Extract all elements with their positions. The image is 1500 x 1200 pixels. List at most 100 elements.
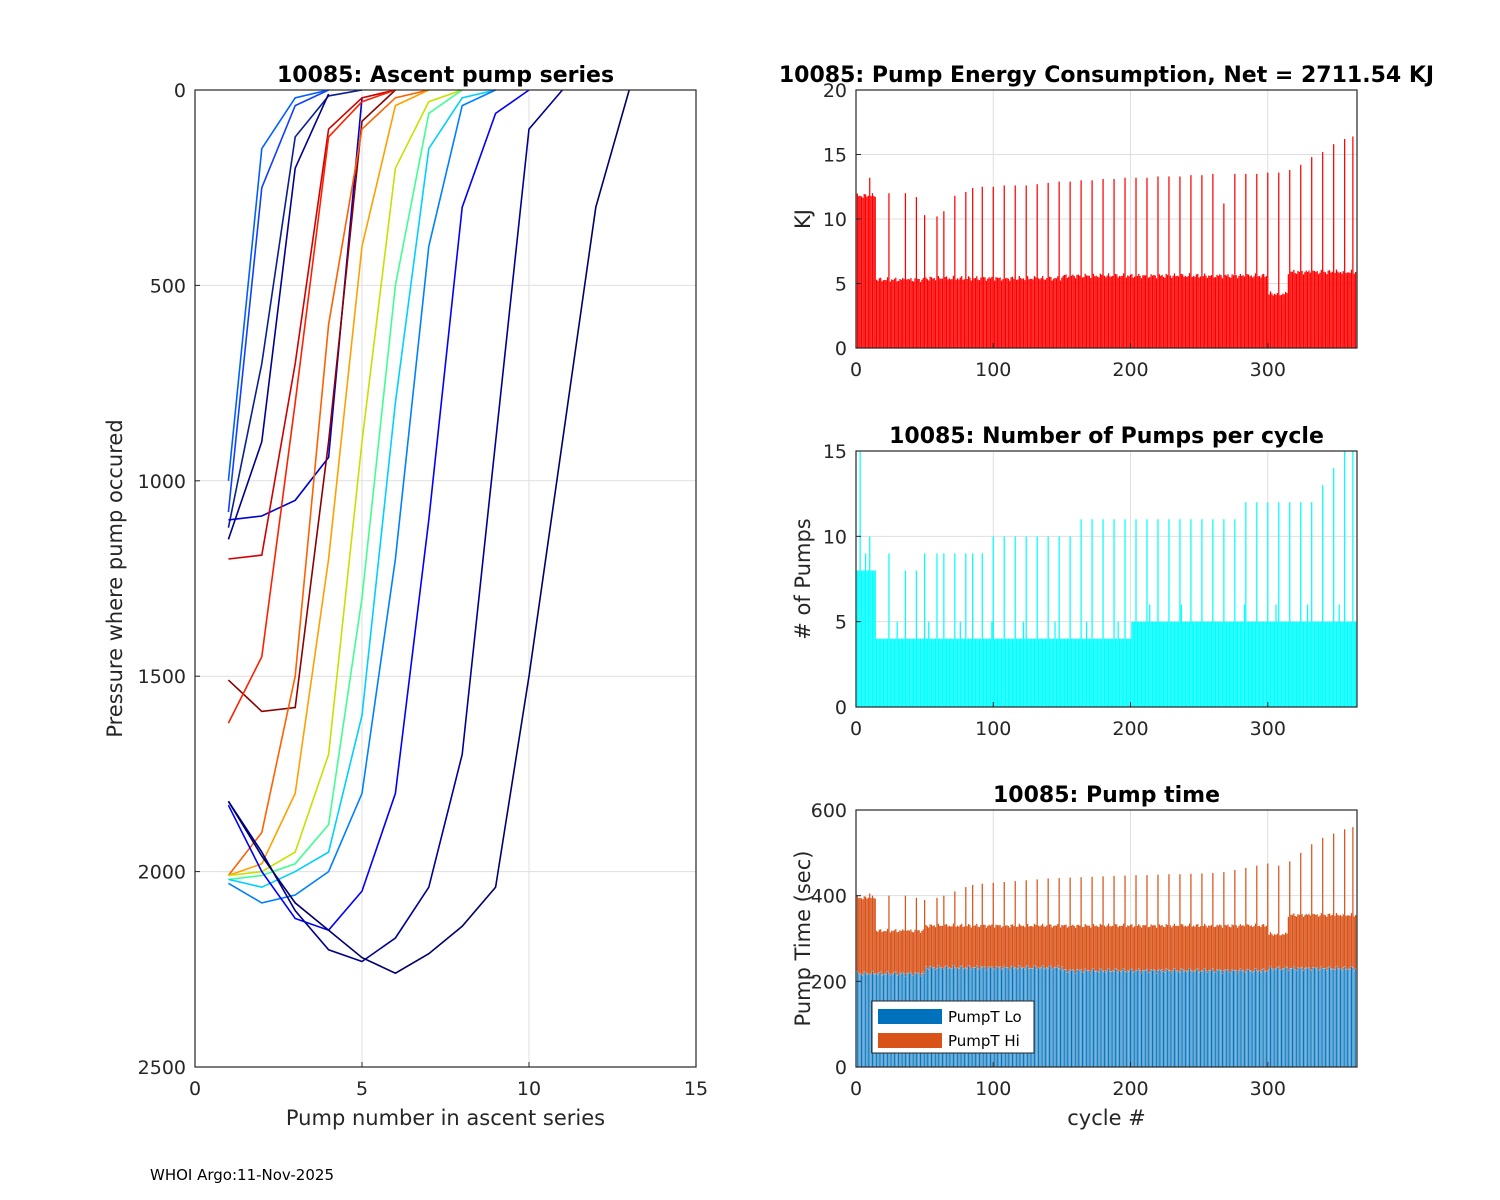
energy-bar	[1145, 275, 1147, 348]
pumps-bar	[1352, 451, 1354, 707]
energy-bar	[1320, 269, 1322, 348]
time-lo-bar	[1229, 972, 1232, 1068]
pumps-bar	[1267, 502, 1269, 707]
energy-bar	[863, 193, 865, 348]
energy-bar	[862, 197, 864, 348]
time-hi-bar	[936, 897, 938, 969]
pumps-bar	[1274, 621, 1276, 707]
ascent-series-line-9	[228, 89, 430, 877]
time-hi-bar	[1254, 923, 1257, 969]
time-hi-bar	[1032, 926, 1034, 969]
time-hi-bar	[1095, 925, 1097, 971]
energy-bar	[1339, 271, 1342, 348]
pumps-bar	[1291, 621, 1294, 707]
pumps-bar	[1106, 638, 1108, 707]
time-hi-bar	[1297, 914, 1299, 968]
pumps-bar	[1166, 621, 1169, 707]
time-lo-bar	[1283, 968, 1285, 1068]
time-lo-bar	[1157, 970, 1159, 1068]
time-hi-bar	[1208, 925, 1210, 971]
pumps-bar	[972, 553, 974, 707]
time-lo-bar	[1202, 970, 1205, 1068]
pumps-bar	[1168, 519, 1170, 707]
time-hi-bar	[1054, 925, 1056, 968]
time-hi-bar	[950, 926, 952, 969]
pumps-bar	[878, 638, 880, 707]
time-hi-bars	[856, 827, 1357, 977]
pumps-bar	[929, 638, 931, 707]
time-lo-bar	[1217, 970, 1220, 1068]
ascent-series-line-14	[227, 89, 530, 932]
time-lo-bar	[1206, 972, 1209, 1068]
time-hi-bar	[1015, 926, 1018, 970]
energy-bar	[1275, 294, 1277, 348]
time-ytick-label: 0	[835, 1057, 847, 1079]
pumps-xtick-label: 200	[1112, 718, 1148, 740]
pumps-bar	[1055, 638, 1058, 707]
pumps-bar	[1157, 519, 1159, 707]
energy-bar	[886, 277, 889, 348]
energy-bar	[1245, 173, 1247, 348]
time-hi-bar	[1113, 875, 1115, 972]
time-lo-bar	[1295, 970, 1298, 1068]
time-lo-bar	[1074, 972, 1077, 1068]
pumps-bar	[1026, 638, 1029, 707]
time-hi-bar	[925, 925, 927, 967]
time-lo-bar	[1334, 969, 1336, 1068]
energy-bar	[892, 280, 894, 348]
pumps-bar	[1256, 502, 1258, 707]
energy-bar	[1305, 270, 1307, 348]
energy-bar	[965, 191, 967, 348]
pumps-bar	[899, 638, 901, 707]
time-lo-bar	[864, 972, 867, 1068]
pumps-bar	[1338, 604, 1340, 707]
energy-bar	[1139, 275, 1141, 348]
pumps-bar	[948, 638, 950, 707]
pumps-bar	[1301, 621, 1303, 707]
time-lo-bar	[1348, 968, 1350, 1068]
energy-bar	[1033, 276, 1036, 348]
pumps-bar	[1197, 621, 1199, 707]
energy-bar	[932, 278, 934, 348]
time-hi-bar	[1276, 933, 1279, 968]
time-hi-bar	[877, 931, 879, 975]
energy-bar	[922, 277, 924, 348]
energy-bar	[1128, 276, 1130, 348]
time-hi-bar	[1224, 924, 1226, 970]
energy-bar	[952, 275, 955, 348]
pumps-bar	[870, 570, 872, 707]
time-lo-bar	[1287, 970, 1290, 1068]
pumps-bar	[1076, 638, 1078, 707]
time-hi-bar	[1102, 876, 1104, 972]
energy-bar	[1000, 280, 1003, 348]
energy-bar	[1098, 277, 1100, 348]
time-lo-bar	[1352, 967, 1354, 1068]
pumps-bar	[1143, 621, 1145, 707]
time-hi-bar	[1088, 925, 1090, 971]
time-lo-bar	[1343, 966, 1346, 1068]
energy-bar	[1264, 276, 1266, 348]
pumps-bar	[1224, 621, 1226, 707]
energy-bar	[1235, 275, 1237, 348]
time-lo-bar	[1321, 968, 1324, 1068]
energy-bar	[1069, 181, 1071, 348]
energy-bar	[1331, 271, 1333, 348]
time-hi-bar	[940, 925, 942, 968]
pumps-bar	[1264, 621, 1266, 707]
time-hi-bar	[1169, 925, 1171, 971]
time-hi-bar	[1331, 914, 1333, 969]
time-hi-bar	[1109, 926, 1111, 972]
time-hi-bar	[1128, 926, 1130, 972]
pumps-bar	[1084, 638, 1086, 707]
ascent-plot-area	[195, 90, 696, 1067]
time-lo-bar	[1154, 970, 1156, 1068]
pumps-bar	[925, 638, 927, 707]
time-hi-bar	[951, 926, 953, 969]
time-hi-bar	[1140, 927, 1143, 974]
pumps-bar	[1129, 638, 1132, 707]
pumps-bar	[985, 638, 988, 707]
pumps-bar	[1221, 621, 1224, 707]
energy-bar	[1294, 273, 1296, 348]
time-hi-bar	[1147, 927, 1149, 973]
time-hi-bar	[919, 932, 922, 977]
